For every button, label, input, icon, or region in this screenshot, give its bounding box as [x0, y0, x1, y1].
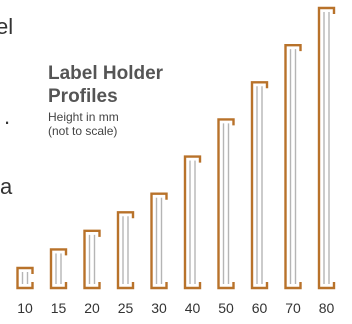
size-label-30: 30: [151, 300, 167, 316]
bracket-outline: [217, 118, 235, 290]
profile-25: [116, 211, 135, 290]
bracket-outline: [317, 6, 336, 290]
diagram-title: Label Holder Profiles: [48, 63, 164, 107]
bracket-outline: [150, 192, 168, 290]
cropped-text-fragment: el: [0, 14, 14, 39]
profile-marks: [16, 6, 336, 290]
bracket-outline: [284, 43, 302, 290]
bracket-outline: [16, 266, 34, 290]
size-label-50: 50: [218, 300, 234, 316]
cropped-text-fragment: a: [0, 174, 13, 199]
profile-15: [49, 248, 68, 290]
bracket-outline: [83, 229, 101, 290]
profile-70: [284, 43, 302, 290]
size-label-70: 70: [285, 300, 301, 316]
size-label-80: 80: [319, 300, 335, 316]
profile-10: [16, 266, 34, 290]
legend-block: Label Holder Profiles Height in mm (not …: [48, 62, 198, 138]
size-label-40: 40: [185, 300, 201, 316]
bracket-outline: [116, 211, 135, 290]
size-label-10: 10: [17, 300, 33, 316]
size-label-25: 25: [118, 300, 134, 316]
bracket-outline: [49, 248, 68, 290]
profile-60: [250, 81, 269, 290]
profile-50: [217, 118, 235, 290]
diagram-subtitle: Height in mm (not to scale): [48, 110, 119, 138]
cropped-text-fragment: .: [4, 104, 11, 129]
cropped-side-text: el . a: [0, 0, 40, 324]
bracket-outline: [250, 81, 269, 290]
profile-20: [83, 229, 101, 290]
size-labels: 10 15 20 25 30 40 50 60 70 80: [17, 300, 334, 316]
size-label-20: 20: [84, 300, 100, 316]
profile-80: [317, 6, 336, 290]
profile-40: [183, 155, 202, 290]
size-label-60: 60: [252, 300, 268, 316]
size-label-15: 15: [51, 300, 67, 316]
bracket-outline: [183, 155, 202, 290]
profile-30: [150, 192, 168, 290]
